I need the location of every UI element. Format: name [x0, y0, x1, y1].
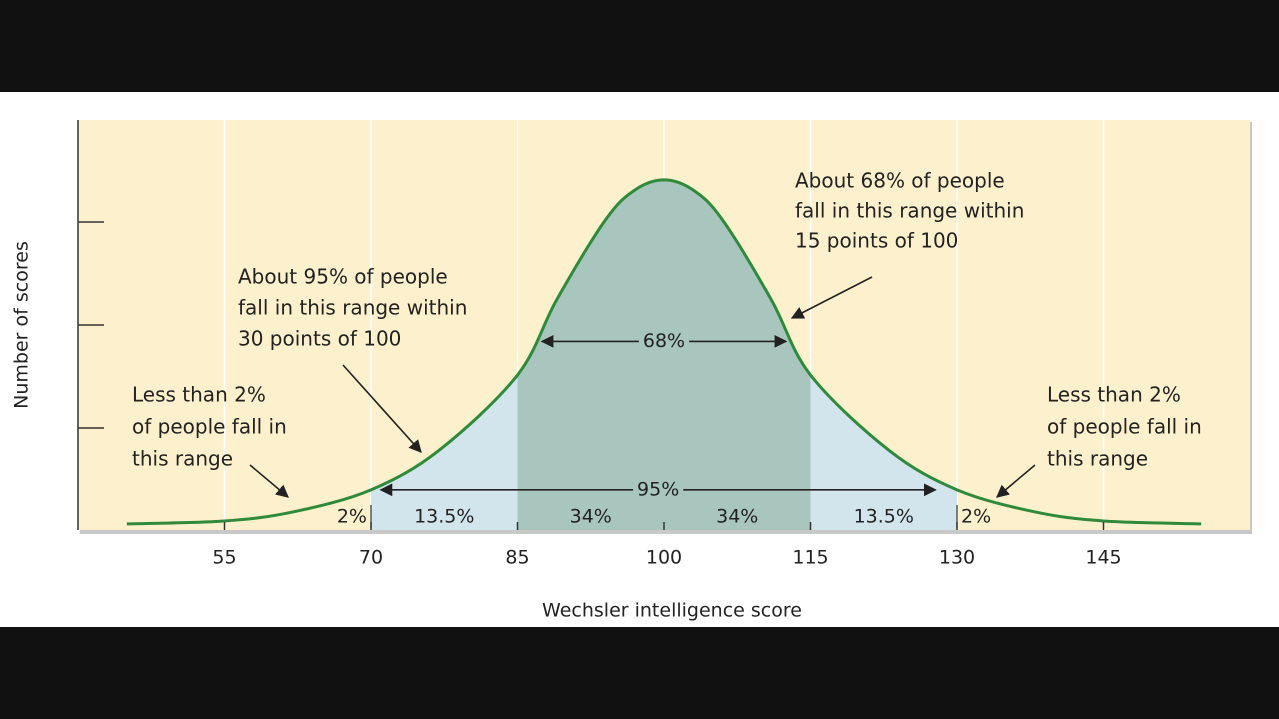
top-bar — [0, 0, 1279, 92]
annotation-line: fall in this range within — [238, 296, 467, 320]
x-tick-label: 130 — [939, 547, 975, 569]
range-label: 68% — [643, 330, 685, 352]
x-tick-label: 115 — [792, 547, 828, 569]
annotation-arrow — [249, 464, 289, 498]
x-axis-label: Wechsler intelligence score — [542, 600, 802, 622]
annotation: Less than 2% of people fall in this rang… — [996, 383, 1202, 498]
x-tick-label: 145 — [1085, 547, 1121, 569]
x-tick-label: 100 — [646, 547, 682, 569]
annotation-line: About 68% of people — [795, 169, 1005, 193]
y-axis-label: Number of scores — [11, 241, 33, 409]
distribution-curve — [126, 178, 1202, 526]
annotation-arrow — [790, 276, 873, 319]
segment-label: 34% — [570, 506, 612, 528]
segment-label: 13.5% — [414, 506, 474, 528]
annotation-line: of people fall in — [132, 415, 287, 439]
annotation: About 68% of people fall in this range w… — [790, 169, 1024, 319]
annotation-line: About 95% of people — [238, 265, 448, 289]
annotation: Less than 2% of people fall in this rang… — [132, 383, 289, 498]
annotation-line: of people fall in — [1047, 415, 1202, 439]
annotation-line: 30 points of 100 — [238, 327, 401, 351]
annotation-line: Less than 2% — [132, 383, 266, 407]
bottom-bar — [0, 627, 1279, 719]
annotation-line: this range — [1047, 447, 1148, 471]
x-tick-label: 55 — [212, 547, 236, 569]
annotation-line: fall in this range within — [795, 199, 1024, 223]
range-label: 95% — [637, 478, 679, 500]
annotation-arrow — [342, 364, 422, 453]
x-tick-label: 70 — [359, 547, 383, 569]
segment-label: 13.5% — [854, 506, 914, 528]
annotation-line: 15 points of 100 — [795, 229, 958, 253]
annotation-line: this range — [132, 447, 233, 471]
segment-label: 2% — [961, 506, 991, 528]
segment-label: 2% — [337, 506, 367, 528]
x-tick-label: 85 — [505, 547, 529, 569]
annotation-line: Less than 2% — [1047, 383, 1181, 407]
segment-label: 34% — [716, 506, 758, 528]
annotation-arrow — [996, 464, 1036, 498]
annotation: About 95% of people fall in this range w… — [238, 265, 467, 453]
